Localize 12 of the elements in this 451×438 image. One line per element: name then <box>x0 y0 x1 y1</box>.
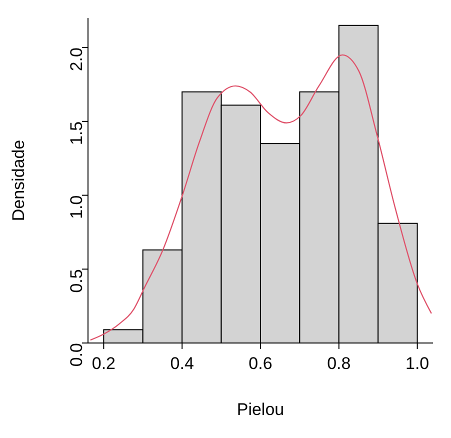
x-tick-label: 0.6 <box>248 354 272 374</box>
x-tick-label: 0.2 <box>92 354 116 374</box>
x-axis-title: Pielou <box>236 400 284 419</box>
y-tick-label: 1.5 <box>67 121 86 146</box>
y-tick-label: 2.0 <box>67 48 86 72</box>
x-tick-label: 1.0 <box>406 354 430 374</box>
y-tick-label: 0.0 <box>67 343 86 367</box>
y-tick-label: 1.0 <box>67 195 86 219</box>
x-tick-label: 0.4 <box>170 354 194 374</box>
y-tick-label: 0.5 <box>67 269 86 293</box>
y-axis-title: Densidade <box>9 140 28 222</box>
x-tick-label: 0.8 <box>327 354 351 374</box>
